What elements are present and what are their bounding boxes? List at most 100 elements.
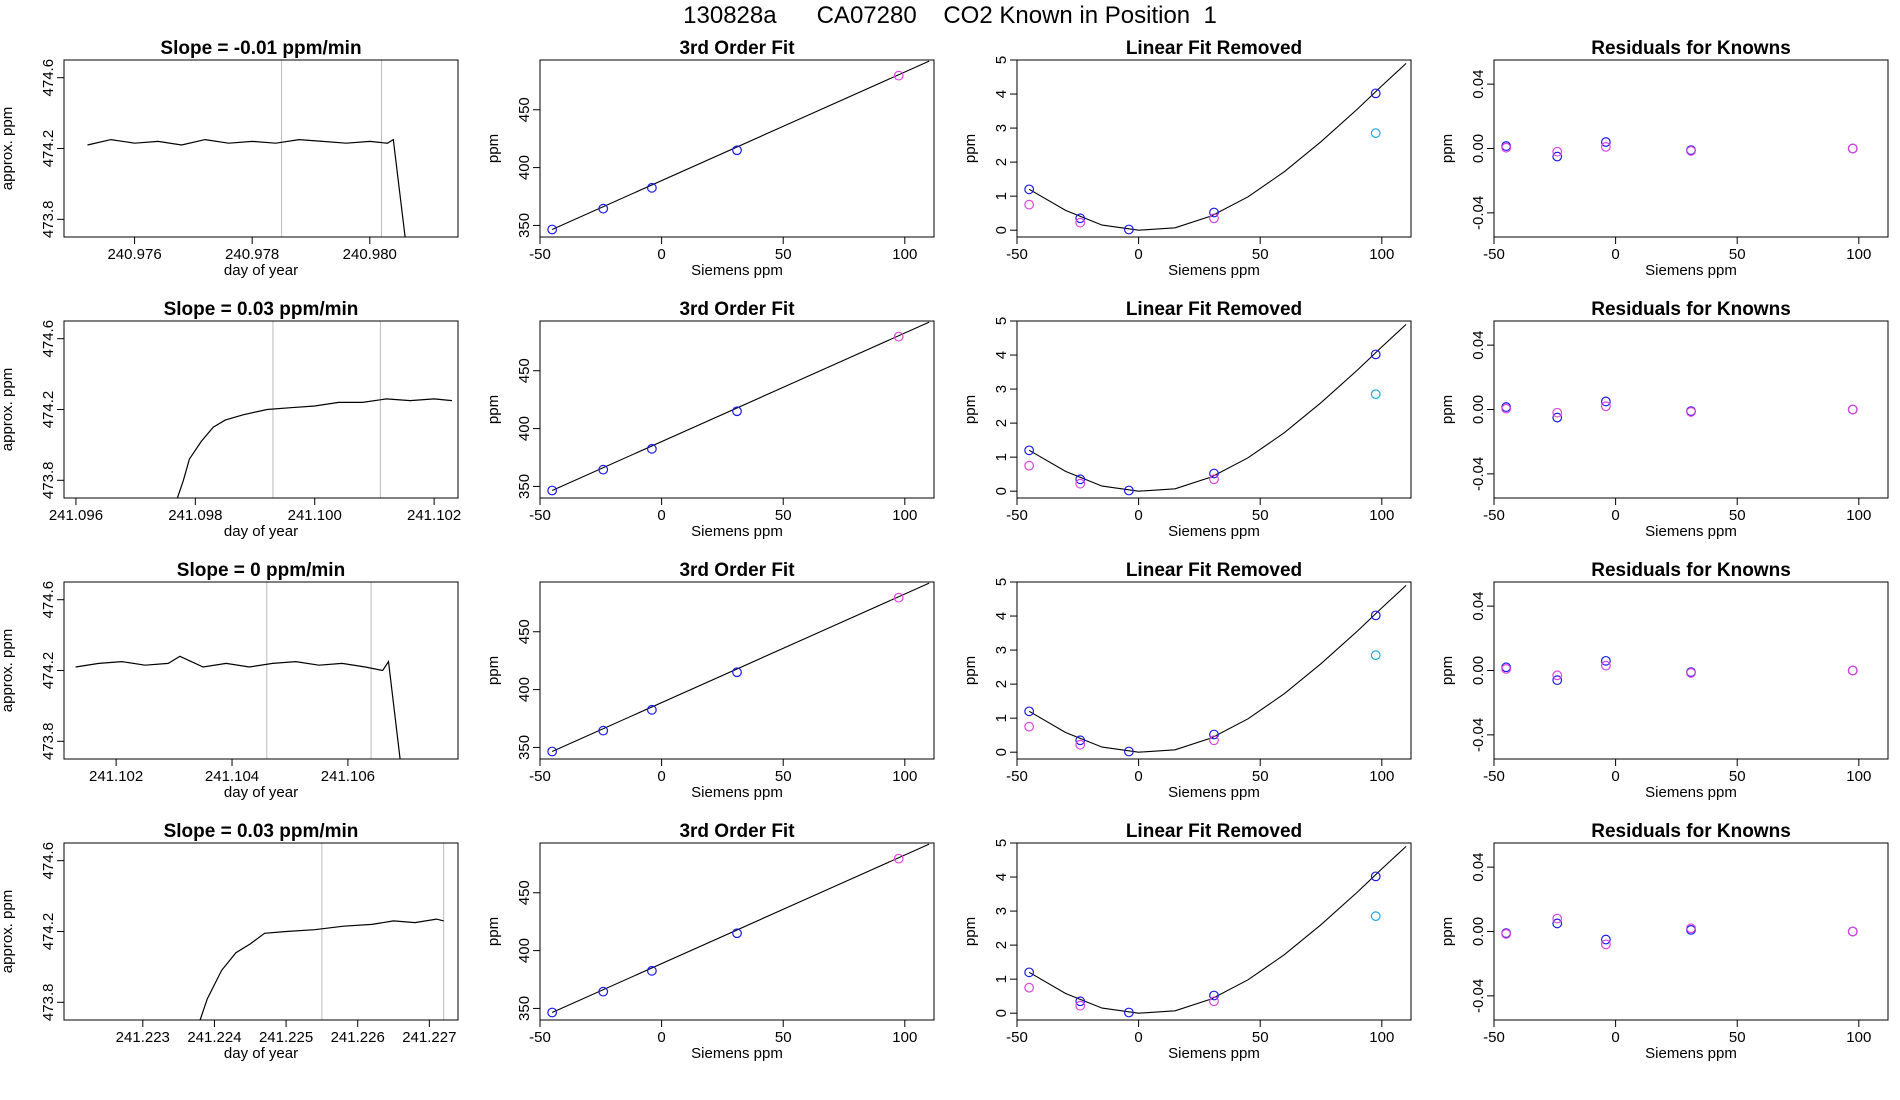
data-point-blue <box>1075 213 1086 224</box>
x-tick-label: 240.980 <box>343 246 397 263</box>
data-point-blue <box>732 667 742 678</box>
data-point-blue <box>1024 706 1035 717</box>
data-point-magenta <box>1686 923 1696 934</box>
x-axis-label: day of year <box>224 1045 298 1062</box>
fit-line <box>551 843 930 1013</box>
y-tick-label: 450 <box>516 880 533 905</box>
data-point-blue <box>1123 1007 1134 1018</box>
plot-frame <box>1493 59 1889 238</box>
x-tick-label: -50 <box>1006 246 1028 263</box>
x-tick-label: 100 <box>1846 246 1871 263</box>
x-tick-label: 50 <box>1252 507 1269 524</box>
trace-line <box>87 138 406 237</box>
y-tick-label: 474.2 <box>40 391 57 429</box>
panel-1-0: Slope = 0.03 ppm/min 241.096 241.098 241.10… <box>0 299 461 540</box>
x-tick-label: 50 <box>1729 246 1746 263</box>
data-point-magenta <box>893 592 904 603</box>
panel-2-0: Slope = 0 ppm/min 241.102 241.104 241.106 47… <box>0 560 459 801</box>
x-tick-label: 100 <box>1846 507 1871 524</box>
data-point-magenta <box>1600 660 1611 671</box>
x-tick-label: -50 <box>1483 507 1505 524</box>
y-axis-label: ppm <box>485 134 502 163</box>
data-point-magenta <box>893 331 904 342</box>
plot-frame <box>1493 842 1889 1021</box>
y-tick-label: 3 <box>993 124 1010 132</box>
y-tick-label: 5 <box>993 56 1010 64</box>
data-point-cyan <box>1370 128 1381 139</box>
x-tick-label: -50 <box>529 246 551 263</box>
data-point-magenta <box>1552 670 1563 681</box>
y-tick-label: 1 <box>993 975 1010 983</box>
panel-2-1: 3rd Order Fit -50 0 50 100 350 400 450 Siemens p… <box>485 560 935 801</box>
y-tick-label: 1 <box>993 453 1010 461</box>
data-point-magenta <box>1209 213 1219 224</box>
y-axis-label: ppm <box>962 656 979 685</box>
data-point-blue <box>1600 655 1611 666</box>
data-point-blue <box>732 928 742 939</box>
panel-title: Linear Fit Removed <box>1126 299 1302 320</box>
plot-frame <box>539 581 935 760</box>
y-tick-label: 1 <box>993 714 1010 722</box>
y-tick-label: 2 <box>993 941 1010 949</box>
fit-curve <box>1028 845 1407 1014</box>
y-tick-label: -0.04 <box>1470 718 1487 752</box>
x-tick-label: 0 <box>1611 507 1619 524</box>
data-point-blue <box>1370 349 1381 360</box>
plot-area <box>1024 584 1407 757</box>
y-tick-label: 350 <box>516 735 533 760</box>
x-tick-label: 0 <box>1134 507 1142 524</box>
data-point-blue <box>1075 474 1086 485</box>
x-tick-label: 241.102 <box>89 768 143 785</box>
x-tick-label: 0 <box>657 1029 665 1046</box>
x-tick-label: 241.102 <box>407 507 461 524</box>
x-axis-label: Siemens ppm <box>1168 784 1260 801</box>
plot-area <box>547 321 930 496</box>
x-tick-label: 241.224 <box>187 1029 241 1046</box>
x-tick-label: 50 <box>1729 507 1746 524</box>
y-tick-label: 473.8 <box>40 201 57 239</box>
fit-line <box>551 60 930 230</box>
y-tick-label: 3 <box>993 907 1010 915</box>
x-tick-label: 50 <box>775 507 792 524</box>
panel-title: Residuals for Knowns <box>1591 821 1791 842</box>
data-point-blue <box>1370 88 1381 99</box>
data-point-magenta <box>1600 939 1611 950</box>
x-tick-label: 100 <box>892 507 917 524</box>
data-point-blue <box>598 725 609 736</box>
data-point-blue <box>1075 735 1086 746</box>
panel-title: Residuals for Knowns <box>1591 38 1791 59</box>
data-point-magenta <box>1600 141 1611 152</box>
plot-frame <box>1016 842 1412 1021</box>
x-tick-label: 0 <box>1134 768 1142 785</box>
x-axis-label: Siemens ppm <box>691 262 783 279</box>
x-tick-label: -50 <box>1483 246 1505 263</box>
x-tick-label: -50 <box>529 507 551 524</box>
plot-area <box>1501 913 1858 950</box>
data-point-magenta <box>1501 142 1512 153</box>
panel-title: Residuals for Knowns <box>1591 299 1791 320</box>
data-point-blue <box>646 965 657 976</box>
x-tick-label: 241.100 <box>288 507 342 524</box>
data-point-blue <box>1024 184 1035 195</box>
x-tick-label: 0 <box>657 768 665 785</box>
data-point-magenta <box>1209 474 1219 485</box>
x-tick-label: 241.104 <box>205 768 259 785</box>
data-point-blue <box>547 1007 558 1018</box>
data-point-magenta <box>1847 926 1858 937</box>
fit-line <box>551 582 930 752</box>
x-tick-label: 100 <box>892 246 917 263</box>
x-axis-label: Siemens ppm <box>1645 262 1737 279</box>
data-point-magenta <box>1075 1000 1086 1011</box>
x-axis-label: Siemens ppm <box>1168 262 1260 279</box>
data-point-blue <box>1552 151 1563 162</box>
plot-area <box>1024 323 1407 496</box>
x-tick-label: 241.225 <box>259 1029 313 1046</box>
trace-line <box>176 398 453 498</box>
x-tick-label: 100 <box>1846 768 1871 785</box>
plot-area <box>547 582 930 757</box>
plot-area <box>1501 655 1858 686</box>
y-axis-label: ppm <box>962 134 979 163</box>
trace-line <box>75 655 401 759</box>
y-tick-label: 5 <box>993 317 1010 325</box>
